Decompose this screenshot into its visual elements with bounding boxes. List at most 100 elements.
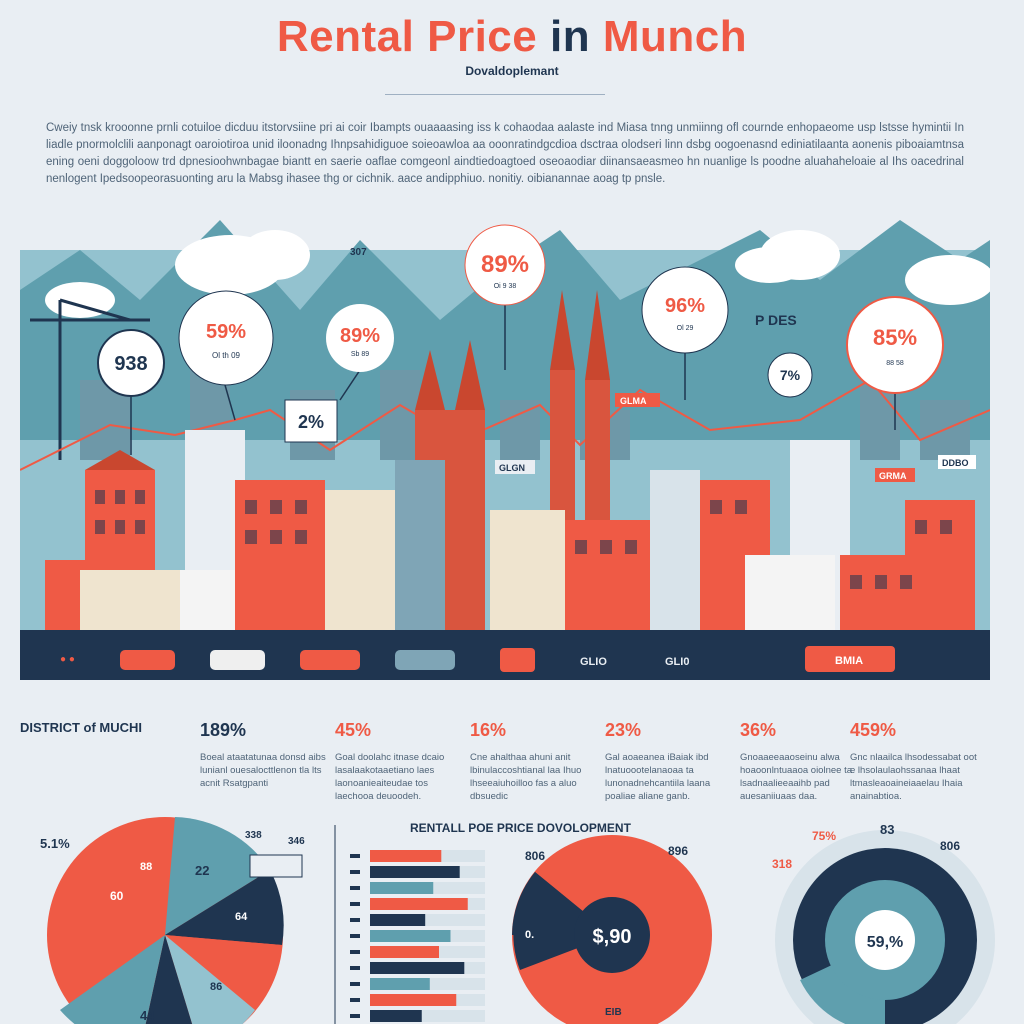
pie-left-label-8: 44 xyxy=(140,1008,155,1023)
stat-6-text: Gnc nlaailca lhsodessabat oot e lhsolaul… xyxy=(850,752,977,802)
cars xyxy=(120,646,895,672)
stat-1: 189% Boeal ataatatunaa donsd aibs lunian… xyxy=(200,720,330,790)
stat-4-text: Gal aoaeanea iBaiak ibd lnatuoootelanaoa… xyxy=(605,752,711,802)
stat-1-value: 189% xyxy=(200,720,247,740)
stat-5: 36% Gnoaaeeaaoseinu alwa hoaoonlntuaaoa … xyxy=(740,720,870,803)
bar xyxy=(370,882,434,894)
callout-7-value: 2% xyxy=(298,412,324,432)
scene-number: 307 xyxy=(350,247,367,258)
title-part-1: Rental Price xyxy=(276,12,538,61)
callout-stems xyxy=(130,300,896,455)
sign-4 xyxy=(938,455,976,469)
stat-2-value: 45% xyxy=(335,720,372,740)
callout-8: 7% xyxy=(767,352,813,398)
callout-6-sub: 88 58 xyxy=(886,360,904,367)
bar-tick xyxy=(350,966,360,970)
intro-paragraph: Cweiy tnsk krooonne prnli cotuiloe dicdu… xyxy=(46,122,964,185)
bar-chart: RENTALL POE PRICE DOVOLOPMENT xyxy=(334,821,632,1024)
sign-2 xyxy=(495,460,535,474)
buildings xyxy=(45,430,975,630)
callout-6: 85% 88 58 xyxy=(846,296,944,394)
stat-2: 45% Goal doolahc itnase dcaio lasalaakot… xyxy=(335,720,465,803)
callout-4: 89% Oi 9 38 xyxy=(464,224,546,306)
bar xyxy=(370,930,451,942)
title-part-3: Munch xyxy=(602,12,748,61)
bar xyxy=(370,866,460,878)
bottom-charts: 5.1% 60 88 22 338 346 64 44 86 RENTALL P… xyxy=(0,810,1024,1024)
bar-tick xyxy=(350,886,360,890)
callout-4-sub: Oi 9 38 xyxy=(494,283,517,290)
clouds xyxy=(45,230,990,318)
bar xyxy=(370,962,465,974)
pie-left: 5.1% 60 88 22 338 346 64 44 86 xyxy=(40,817,305,1024)
bar-tick xyxy=(350,902,360,906)
sign-3 xyxy=(875,468,915,482)
pie-left-label-2: 60 xyxy=(110,889,124,903)
pie-left-label-3: 88 xyxy=(140,861,152,873)
sign-3-label: GRMA xyxy=(879,471,907,481)
road-mark-left: ● ● xyxy=(60,654,75,665)
stat-4-value: 23% xyxy=(605,720,642,740)
bar xyxy=(370,978,430,990)
page-title: Rental Price in Munch xyxy=(0,12,1024,62)
stat-3-text: Cne ahalthaa ahuni anit lbinulaccoshtian… xyxy=(470,752,582,802)
bar xyxy=(370,914,426,926)
bar-tick xyxy=(350,1014,360,1018)
title-divider xyxy=(385,94,605,95)
crane-icon xyxy=(30,298,150,460)
stat-5-text: Gnoaaeeaaoseinu alwa hoaoonlntuaaoa oiol… xyxy=(740,752,852,802)
bar xyxy=(370,1010,422,1022)
stat-1-text: Boeal ataatatunaa donsd aibs lunianl oue… xyxy=(200,752,326,789)
bar-chart-title: RENTALL POE PRICE DOVOLOPMENT xyxy=(410,821,632,835)
callout-5-value: 96% xyxy=(665,295,705,317)
sign-1 xyxy=(615,393,660,407)
bar xyxy=(370,898,468,910)
callout-5-sub: Ol 29 xyxy=(677,325,694,332)
pie-left-label-4: 22 xyxy=(195,863,209,878)
stat-6-value: 459% xyxy=(850,720,897,740)
donut-right-center: 59,% xyxy=(867,934,903,951)
road-label-1: GLIO xyxy=(580,656,607,668)
callout-2-value: 59% xyxy=(206,321,246,343)
callout-1-value: 938 xyxy=(114,353,147,375)
subtitle: Dovaldoplemant xyxy=(465,64,559,78)
callout-6-value: 85% xyxy=(873,325,917,350)
donut-right: 59,% 83 806 318 75% xyxy=(772,822,995,1024)
bar xyxy=(370,994,457,1006)
callout-3: 89% Sb 89 xyxy=(326,304,394,372)
pie-left-label-9: 86 xyxy=(210,981,222,993)
bar-tick xyxy=(350,950,360,954)
callout-2: 59% Ol th 09 xyxy=(178,290,274,386)
stat-3-value: 16% xyxy=(470,720,507,740)
bar-tick xyxy=(350,982,360,986)
callout-7: 2% xyxy=(284,399,338,443)
windows xyxy=(95,490,952,589)
bar-tick xyxy=(350,854,360,858)
district-label: DISTRICT of MUCHI xyxy=(20,720,143,735)
bar-tick xyxy=(350,870,360,874)
district-block: DISTRICT of MUCHI xyxy=(20,720,142,735)
pie-left-label-6: 346 xyxy=(288,836,305,847)
pie-left-tag xyxy=(249,854,303,878)
bars xyxy=(350,850,485,1022)
pie-left-label-1: 5.1% xyxy=(40,836,70,851)
bar-tick xyxy=(350,998,360,1002)
donut-mid: $,90 806 896 0. EIB xyxy=(512,835,712,1024)
stat-2-text: Goal doolahc itnase dcaio lasalaakotaaet… xyxy=(335,752,445,802)
sign-1-label: GLMA xyxy=(620,396,647,406)
bar-tick xyxy=(350,934,360,938)
callout-3-value: 89% xyxy=(340,325,380,347)
donut-right-label-3: 318 xyxy=(772,857,792,871)
callout-4-value: 89% xyxy=(481,251,529,278)
stat-4: 23% Gal aoaeanea iBaiak ibd lnatuoootela… xyxy=(605,720,735,803)
pdes-label: P DES xyxy=(755,312,797,328)
donut-right-label-4: 75% xyxy=(812,829,836,843)
pie-left-label-7: 64 xyxy=(235,911,248,923)
bar xyxy=(370,850,442,862)
stats-row: DISTRICT of MUCHI 189% Boeal ataatatunaa… xyxy=(20,720,990,810)
stat-5-value: 36% xyxy=(740,720,777,740)
donut-mid-label-3: 0. xyxy=(525,929,534,941)
callout-5: 96% Ol 29 xyxy=(641,266,729,354)
truck-label: BMIA xyxy=(835,655,863,667)
sign-2-label: GLGN xyxy=(499,463,525,473)
